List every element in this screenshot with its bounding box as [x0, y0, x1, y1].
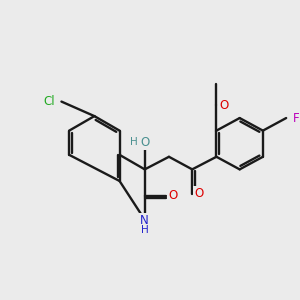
- Text: O: O: [194, 187, 204, 200]
- Text: O: O: [168, 189, 178, 202]
- Text: O: O: [220, 99, 229, 112]
- Text: O: O: [140, 136, 149, 149]
- Text: H: H: [130, 137, 138, 147]
- Text: N: N: [140, 214, 149, 227]
- Text: H: H: [141, 225, 148, 236]
- Text: Cl: Cl: [43, 95, 55, 108]
- Text: F: F: [293, 112, 300, 124]
